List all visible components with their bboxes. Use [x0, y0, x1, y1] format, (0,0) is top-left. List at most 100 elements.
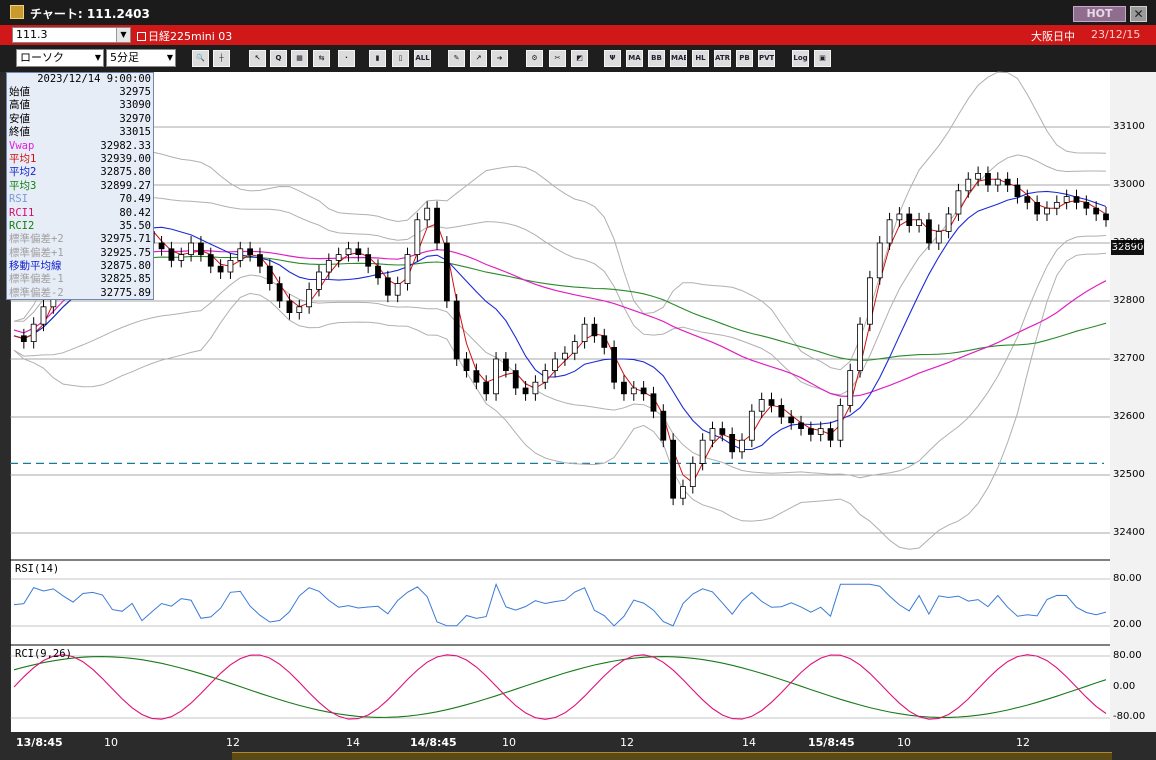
candle-b-icon[interactable]: ▯ — [392, 50, 409, 67]
info-row: 平均1 32939.00 — [7, 153, 153, 166]
candle-body — [739, 439, 745, 453]
info-row: RCI1 80.42 — [7, 207, 153, 220]
rci1-line — [13, 654, 1107, 720]
candle-body — [40, 306, 47, 325]
window-title: チャート: 111.2403 — [30, 7, 150, 21]
info-row: RSI 70.49 — [7, 193, 153, 206]
candle-body — [975, 172, 982, 180]
pointer-icon[interactable]: ↗ — [470, 50, 487, 67]
info-row: 高値 33090 — [7, 99, 153, 112]
rci-tick-label: 80.00 — [1113, 650, 1142, 661]
horizontal-scrollbar[interactable] — [232, 752, 1112, 760]
candle-body — [414, 219, 421, 256]
close-icon[interactable]: ✕ — [1130, 6, 1147, 22]
info-value: 32775.89 — [100, 286, 151, 299]
code-input[interactable]: 111.3 ▼ — [12, 27, 131, 43]
candle-body — [847, 370, 854, 406]
ma-icon[interactable]: MA — [626, 50, 643, 67]
chevron-down-icon[interactable]: ▼ — [116, 28, 130, 42]
candle-body — [257, 254, 263, 267]
pb-icon[interactable]: PB — [736, 50, 753, 67]
candle-body — [158, 242, 165, 250]
candle-body — [552, 358, 558, 372]
time-tick-label: 14 — [742, 736, 756, 749]
candle-body — [227, 259, 234, 273]
time-tick-label: 10 — [502, 736, 516, 749]
time-tick-label: 13/8:45 — [16, 736, 63, 749]
candle-body — [394, 283, 401, 296]
candle-body — [680, 486, 686, 499]
candle-body — [542, 370, 549, 383]
pvt-icon[interactable]: PVT — [758, 50, 775, 67]
candle-body — [316, 271, 322, 290]
info-value: 33015 — [119, 126, 151, 139]
rsi-tick-label: 80.00 — [1113, 573, 1142, 584]
info-label: 標準偏差+1 — [9, 246, 64, 259]
candle-a-icon[interactable]: ▮ — [369, 50, 386, 67]
log-icon[interactable]: Log — [792, 50, 809, 67]
chart-type-select[interactable]: ローソク ▼ — [16, 49, 104, 67]
mae-icon[interactable]: MAE — [670, 50, 687, 67]
candle-body — [217, 265, 224, 273]
save-icon[interactable]: ▣ — [814, 50, 831, 67]
candle-body — [522, 387, 529, 395]
hot-button[interactable]: HOT — [1073, 6, 1126, 22]
pencil-icon[interactable]: ✎ — [448, 50, 465, 67]
candle-body — [1024, 196, 1031, 203]
grid-icon[interactable]: ▦ — [291, 50, 308, 67]
arrow-icon[interactable]: ➜ — [491, 50, 508, 67]
chevron-down-icon: ▼ — [166, 53, 173, 62]
crosshair-icon[interactable]: ┼ — [213, 50, 230, 67]
atr-icon[interactable]: ATR — [714, 50, 731, 67]
candle-body — [1044, 207, 1050, 215]
info-row: 標準偏差-2 32775.89 — [7, 287, 153, 300]
candle-body — [650, 393, 657, 412]
candle-body — [866, 277, 873, 325]
indicator-icon[interactable]: Ψ — [604, 50, 621, 67]
info-label: 標準偏差+2 — [9, 233, 64, 246]
candle-body — [896, 213, 903, 221]
info-label: 移動平均線 — [9, 260, 62, 273]
candle-body — [365, 254, 372, 267]
rsi-line — [13, 582, 1107, 627]
bollinger-band-line — [13, 252, 1107, 550]
candle-body — [935, 230, 942, 244]
magnify-icon[interactable]: Q — [270, 50, 287, 67]
disabled-icon[interactable]: · — [338, 50, 355, 67]
tool-icon[interactable]: ✂ — [549, 50, 566, 67]
info-value: 32825.85 — [100, 273, 151, 286]
gear-icon[interactable]: ⚙ — [526, 50, 543, 67]
candle-body — [1103, 213, 1109, 221]
chart-area[interactable] — [10, 72, 1110, 732]
info-value: 33090 — [119, 99, 151, 112]
candle-body — [817, 428, 824, 435]
instrument-bar: 日経225mini 03 大阪日中 23/12/15 — [0, 25, 1156, 45]
interval-value: 5分足 — [110, 51, 139, 64]
all-icon[interactable]: ALL — [414, 50, 431, 67]
time-tick-label: 10 — [104, 736, 118, 749]
ma3-line — [13, 255, 1107, 361]
instrument-name: 日経225mini 03 — [137, 28, 232, 44]
candle-body — [286, 300, 293, 314]
info-label: RCI2 — [9, 219, 35, 232]
info-label: 平均1 — [9, 152, 37, 165]
candle-body — [325, 259, 332, 273]
chevron-down-icon: ▼ — [94, 53, 101, 62]
cursor-icon[interactable]: ↖ — [249, 50, 266, 67]
rci2-line — [13, 656, 1107, 718]
color-icon[interactable]: ◩ — [571, 50, 588, 67]
bb-icon[interactable]: BB — [648, 50, 665, 67]
info-row: 標準偏差+2 32975.71 — [7, 233, 153, 246]
candle-body — [660, 410, 667, 441]
compare-icon[interactable]: ⇆ — [313, 50, 330, 67]
candle-body — [375, 265, 381, 279]
candle-body — [237, 248, 244, 261]
interval-select[interactable]: 5分足 ▼ — [106, 49, 176, 67]
zoom-icon[interactable]: 🔍 — [192, 50, 209, 67]
market-label: 大阪日中 — [1031, 30, 1075, 43]
ma1-line — [13, 178, 1107, 484]
toolbar: ローソク ▼ 5分足 ▼ 🔍 ┼ ↖ Q ▦ ⇆ · ▮ ▯ ALL ✎ ↗ ➜ ⚙ ✂ ◩ Ψ MA BB MAE HL A… — [0, 45, 1156, 72]
hl-icon[interactable]: HL — [692, 50, 709, 67]
candle-body — [434, 207, 440, 244]
